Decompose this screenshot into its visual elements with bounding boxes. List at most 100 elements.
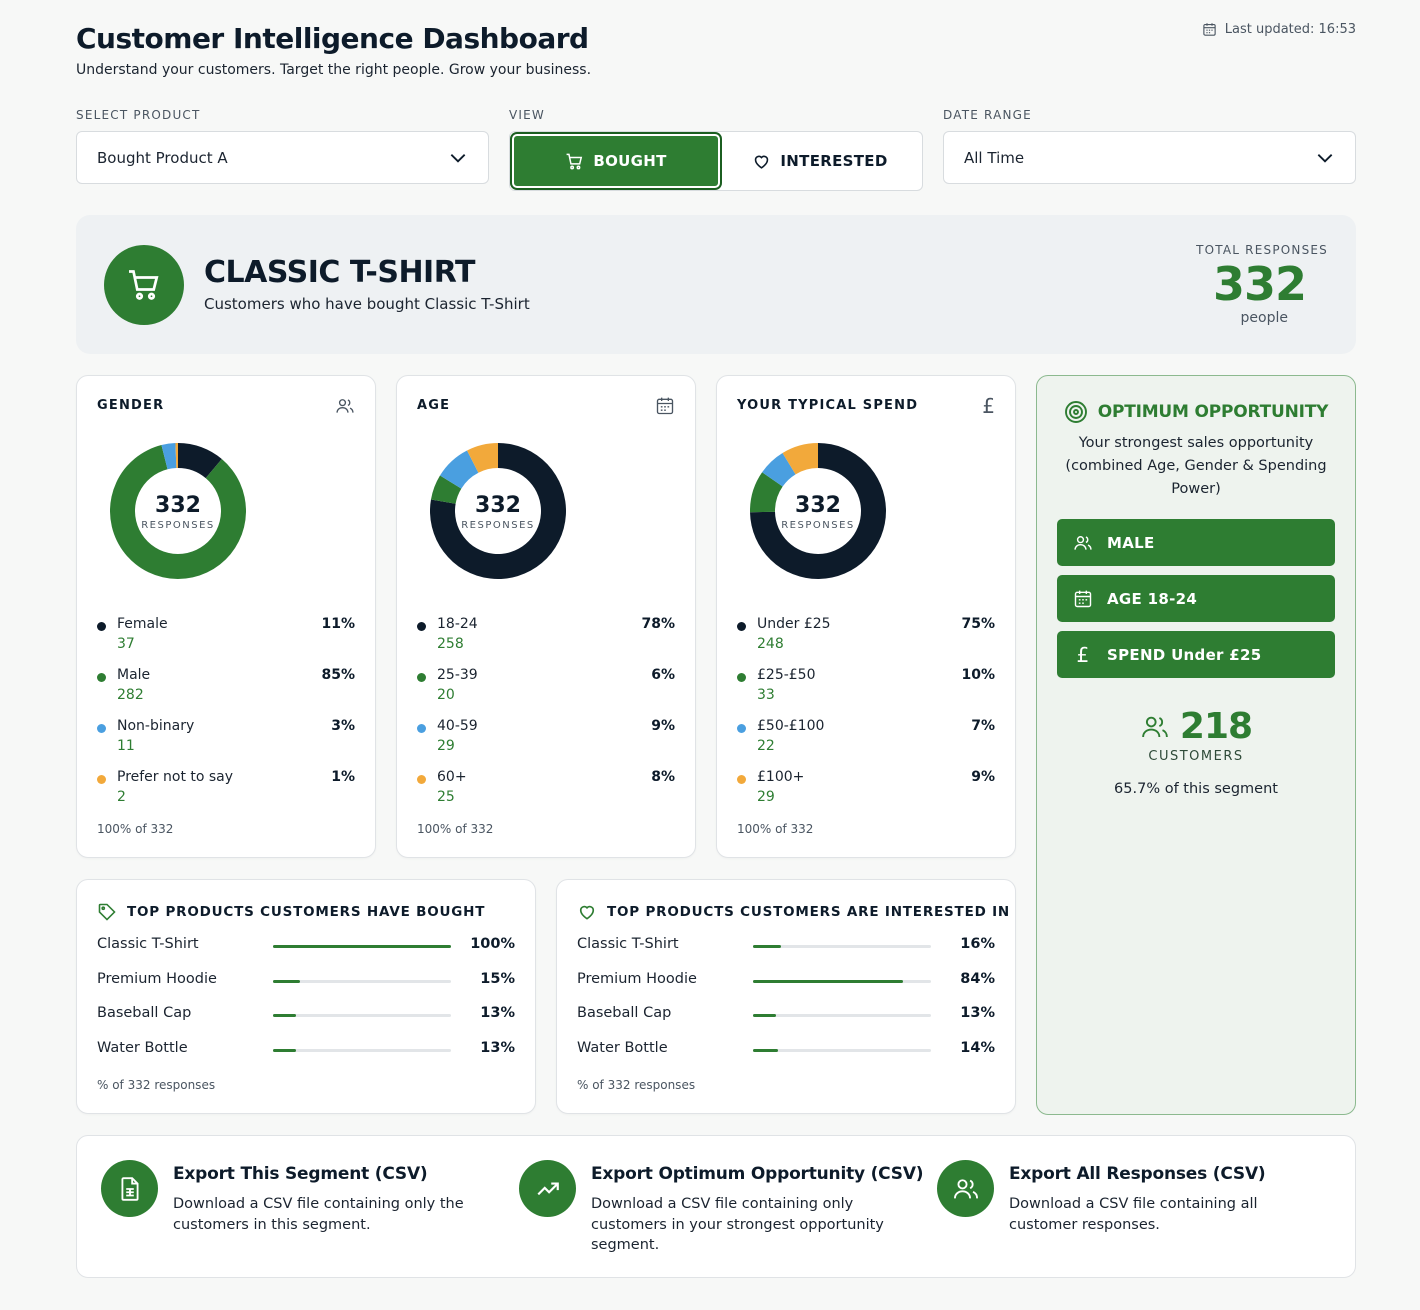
- view-toggle: BOUGHT INTERESTED: [509, 131, 923, 191]
- chevron-down-icon: [450, 153, 466, 163]
- donut-slice-non-binary: [161, 443, 177, 470]
- product-name: Baseball Cap: [97, 1005, 192, 1021]
- legend-item: £100+ 29 9%: [737, 769, 995, 809]
- last-updated-text: Last updated: 16:53: [1224, 22, 1356, 37]
- chip-age[interactable]: AGE 18-24: [1057, 575, 1335, 622]
- donut-slice-under-25: [750, 443, 886, 579]
- product-name: Classic T-Shirt: [97, 936, 199, 952]
- top-interested-title-row: TOP PRODUCTS CUSTOMERS ARE INTERESTED IN: [577, 902, 1010, 922]
- legend-item: Non-binary 11 3%: [97, 718, 355, 758]
- product-bar-fill: [753, 945, 782, 948]
- total-responses-label: TOTAL RESPONSES: [1196, 243, 1328, 257]
- product-select-value: Bought Product A: [97, 148, 228, 167]
- donut-slice-male: [110, 445, 246, 579]
- product-select[interactable]: Bought Product A: [76, 131, 489, 184]
- product-percent: 84%: [960, 970, 995, 987]
- donut-chart: 332 RESPONSES: [109, 442, 247, 580]
- legend-count: 37: [117, 636, 135, 652]
- users-icon: [953, 1178, 978, 1198]
- users-icon: [335, 396, 355, 420]
- chip-spend[interactable]: £ SPEND Under £25: [1057, 631, 1335, 678]
- donut-center: 332 RESPONSES: [429, 442, 567, 580]
- calendar-icon: [1074, 590, 1092, 607]
- donut-total-label: RESPONSES: [781, 520, 855, 531]
- card-title: YOUR TYPICAL SPEND: [737, 398, 919, 413]
- opportunity-description: Your strongest sales opportunity (combin…: [1065, 435, 1327, 497]
- legend-name: Female: [117, 616, 168, 632]
- product-bar-fill: [753, 979, 903, 983]
- legend-item: Female 37 11%: [97, 616, 355, 656]
- donut-total: 332: [795, 493, 841, 518]
- export-all-title: Export All Responses (CSV): [1009, 1164, 1266, 1184]
- legend-name: Prefer not to say: [117, 769, 234, 785]
- calendar-icon: [1203, 23, 1216, 36]
- product-percent: 13%: [480, 1005, 515, 1021]
- legend-percent: 78%: [641, 616, 675, 632]
- donut-slice-prefer-not-to-say: [175, 443, 178, 469]
- view-interested-button[interactable]: INTERESTED: [720, 134, 920, 188]
- opportunity-customers: 218: [1037, 706, 1355, 747]
- legend-dot: [417, 775, 426, 784]
- export-opportunity-title: Export Optimum Opportunity (CSV): [591, 1164, 924, 1184]
- total-responses-unit: people: [1240, 310, 1288, 326]
- product-subtitle: Customers who have bought Classic T-Shir…: [204, 295, 530, 313]
- legend-count: 2: [117, 789, 126, 805]
- legend-percent: 10%: [961, 667, 995, 683]
- donut-total: 332: [155, 493, 201, 518]
- legend-name: 40-59: [437, 718, 478, 734]
- date-range-select[interactable]: All Time: [943, 131, 1356, 184]
- legend-dot: [97, 673, 106, 682]
- legend-name: £50-£100: [757, 718, 825, 734]
- legend-name: Non-binary: [117, 718, 195, 734]
- date-range-value: All Time: [964, 148, 1025, 167]
- legend-dot: [737, 622, 746, 631]
- legend-name: 25-39: [437, 667, 478, 683]
- legend-count: 33: [757, 687, 775, 703]
- page-title: Customer Intelligence Dashboard: [76, 22, 589, 55]
- heart-icon: [579, 905, 595, 920]
- product-summary: CLASSIC T-SHIRT Customers who have bough…: [76, 215, 1356, 354]
- donut-slice-60-: [467, 443, 498, 473]
- legend-dot: [97, 622, 106, 631]
- pound-icon: £: [982, 394, 995, 418]
- product-bar-fill: [753, 1014, 777, 1017]
- users-icon: [1074, 535, 1092, 550]
- top-interested-card: TOP PRODUCTS CUSTOMERS ARE INTERESTED IN…: [556, 879, 1016, 1114]
- legend-count: 29: [757, 789, 775, 805]
- donut-slice-40-59: [439, 450, 479, 489]
- legend-percent: 11%: [321, 616, 355, 632]
- product-bar-track: [753, 979, 931, 983]
- legend-item: Male 282 85%: [97, 667, 355, 707]
- donut-chart: 332 RESPONSES: [749, 442, 887, 580]
- card-footer: 100% of 332: [97, 822, 174, 836]
- legend-percent: 3%: [331, 718, 355, 734]
- product-bar-fill: [273, 1014, 297, 1017]
- date-range-label: DATE RANGE: [943, 108, 1032, 122]
- users-icon: [1142, 716, 1168, 737]
- product-bar-track: [273, 979, 451, 983]
- export-all-badge: [937, 1160, 994, 1217]
- trending-up-icon: [536, 1182, 559, 1195]
- chip-gender[interactable]: MALE: [1057, 519, 1335, 566]
- card-title: GENDER: [97, 398, 165, 413]
- top-interested-title: TOP PRODUCTS CUSTOMERS ARE INTERESTED IN: [607, 904, 1011, 920]
- chip-gender-label: MALE: [1107, 533, 1155, 552]
- product-percent: 16%: [960, 936, 995, 952]
- export-panel: Export This Segment (CSV) Download a CSV…: [76, 1135, 1356, 1278]
- target-icon: [1064, 401, 1087, 423]
- legend-percent: 85%: [321, 667, 355, 683]
- donut-slice-25-39: [430, 475, 462, 504]
- product-percent: 100%: [470, 936, 515, 952]
- donut-slice-female: [178, 443, 222, 479]
- top-interested-footer: % of 332 responses: [577, 1078, 696, 1092]
- top-bought-title: TOP PRODUCTS CUSTOMERS HAVE BOUGHT: [127, 904, 486, 920]
- legend-percent: 1%: [331, 769, 355, 785]
- legend-item: 25-39 20 6%: [417, 667, 675, 707]
- donut-slice--50-100: [762, 452, 796, 487]
- top-bought-card: TOP PRODUCTS CUSTOMERS HAVE BOUGHT Class…: [76, 879, 536, 1114]
- pound-icon: £: [1076, 642, 1090, 667]
- card-footer: 100% of 332: [417, 822, 494, 836]
- view-bought-button[interactable]: BOUGHT: [512, 134, 720, 188]
- legend-name: £25-£50: [757, 667, 816, 683]
- donut-center: 332 RESPONSES: [109, 442, 247, 580]
